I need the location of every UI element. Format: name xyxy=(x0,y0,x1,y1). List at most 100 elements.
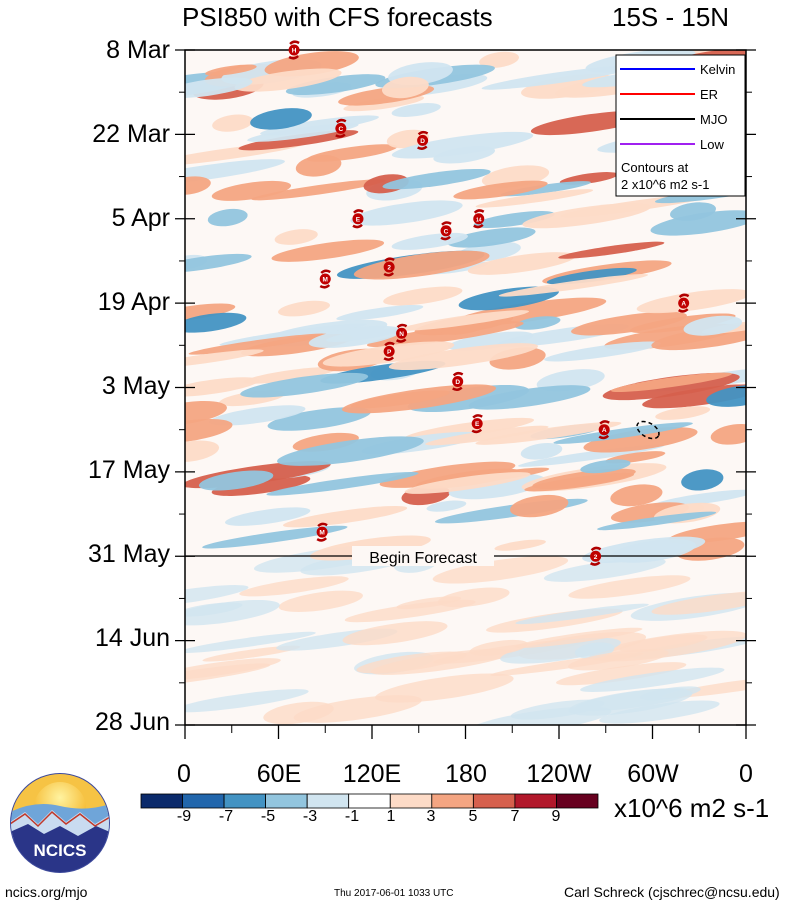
colorbar-swatch xyxy=(265,793,308,809)
field-streak xyxy=(267,407,371,431)
field-streak xyxy=(185,77,253,99)
begin-forecast-label: Begin Forecast xyxy=(369,550,477,567)
legend-label-kelvin: Kelvin xyxy=(700,62,735,77)
field-streak xyxy=(185,440,220,462)
legend-label-er: ER xyxy=(700,87,718,102)
field-streak xyxy=(366,321,524,348)
storm-marker: E xyxy=(471,414,483,434)
field-streak xyxy=(580,667,725,693)
field-streak xyxy=(350,200,463,226)
field-streak xyxy=(546,267,637,285)
field-streak xyxy=(274,229,318,245)
field-streak xyxy=(661,675,746,699)
x-tick-label: 0 xyxy=(177,760,191,788)
contour-note: Contours at xyxy=(621,160,689,175)
storm-marker: 2 xyxy=(383,257,395,277)
field-streak xyxy=(524,472,635,492)
storm-marker: C xyxy=(335,118,347,138)
chart-title: PSI850 with CFS forecasts xyxy=(182,2,493,32)
x-tick-label: 0 xyxy=(739,760,753,788)
colorbar-label: -9 xyxy=(176,808,192,825)
field-streak xyxy=(234,68,342,92)
storm-marker: D xyxy=(452,371,464,391)
y-tick-label: 31 May xyxy=(88,540,170,568)
field-streak xyxy=(448,473,546,500)
colorbar-units: x10^6 m2 s-1 xyxy=(614,793,770,823)
x-tick-label: 60E xyxy=(256,760,302,788)
field-streak xyxy=(710,423,746,445)
field-streak xyxy=(391,131,534,159)
forecast-label-bg xyxy=(352,546,494,566)
field-streak xyxy=(469,639,528,656)
storm-marker: M xyxy=(319,269,331,289)
colorbar-swatch xyxy=(306,793,350,809)
y-tick-label: 14 Jun xyxy=(94,624,170,652)
field-streak xyxy=(266,471,419,496)
field-streak xyxy=(238,130,359,151)
field-streak xyxy=(185,377,260,397)
field-streak xyxy=(556,662,687,686)
storm-marker-label: C xyxy=(444,228,449,235)
y-tick-label: 17 May xyxy=(88,456,170,484)
field-streak xyxy=(277,436,424,466)
field-streak xyxy=(207,208,248,227)
field-streak xyxy=(239,576,349,597)
colorbar-label: -5 xyxy=(260,808,276,825)
field-streak xyxy=(536,369,605,392)
field-streak xyxy=(515,603,649,625)
field-streak xyxy=(185,418,233,444)
x-tick-label: 120W xyxy=(526,760,592,788)
storm-marker-label: A xyxy=(681,301,686,308)
storm-marker-label: E xyxy=(475,421,480,428)
field-streak xyxy=(383,286,463,306)
field-streak xyxy=(706,384,746,407)
field-streak xyxy=(498,274,649,297)
storm-marker: D xyxy=(417,130,429,150)
field-streak xyxy=(655,406,711,420)
field-streak xyxy=(514,316,561,330)
colorbar-swatch xyxy=(514,793,557,809)
field-streak xyxy=(437,587,510,608)
storm-marker-label: 14 xyxy=(476,217,482,223)
storm-marker-label: 2 xyxy=(594,554,598,561)
field-streak xyxy=(198,470,274,491)
storm-marker: A xyxy=(678,293,690,313)
logo-text: NCICS xyxy=(34,841,87,860)
field-streak xyxy=(185,253,252,273)
colorbar xyxy=(140,793,599,809)
field-streak xyxy=(375,673,514,703)
field-streak xyxy=(341,384,497,414)
storm-marker-label: D xyxy=(455,379,460,386)
storm-marker: H xyxy=(288,40,300,60)
field-streak xyxy=(391,103,441,117)
field-streak xyxy=(475,421,622,445)
colorbar-swatch xyxy=(348,793,391,809)
field-streak xyxy=(651,591,746,615)
field-streak xyxy=(468,385,591,410)
storm-marker-label: E xyxy=(356,216,361,223)
colorbar-swatch xyxy=(140,793,183,809)
field-streak xyxy=(185,349,264,369)
storm-marker: M xyxy=(316,522,328,542)
field-streak xyxy=(544,341,661,362)
field-streak xyxy=(479,51,520,68)
field-streak xyxy=(250,108,312,130)
field-streak xyxy=(681,469,724,491)
field-streak xyxy=(571,311,687,336)
field-streak xyxy=(211,475,311,496)
field-streak xyxy=(356,651,467,674)
field-streak xyxy=(580,459,631,474)
field-streak xyxy=(404,472,531,494)
field-streak xyxy=(568,575,691,599)
field-streak xyxy=(278,300,330,317)
field-streak xyxy=(271,239,385,262)
field-streak xyxy=(475,189,594,208)
field-streak xyxy=(243,367,337,384)
field-streak xyxy=(522,203,652,229)
field-streak xyxy=(240,372,369,398)
field-streak xyxy=(432,556,569,584)
field-streak xyxy=(211,180,292,201)
colorbar-swatch xyxy=(182,793,225,809)
field-streak xyxy=(185,176,211,195)
field-streak xyxy=(379,461,516,488)
